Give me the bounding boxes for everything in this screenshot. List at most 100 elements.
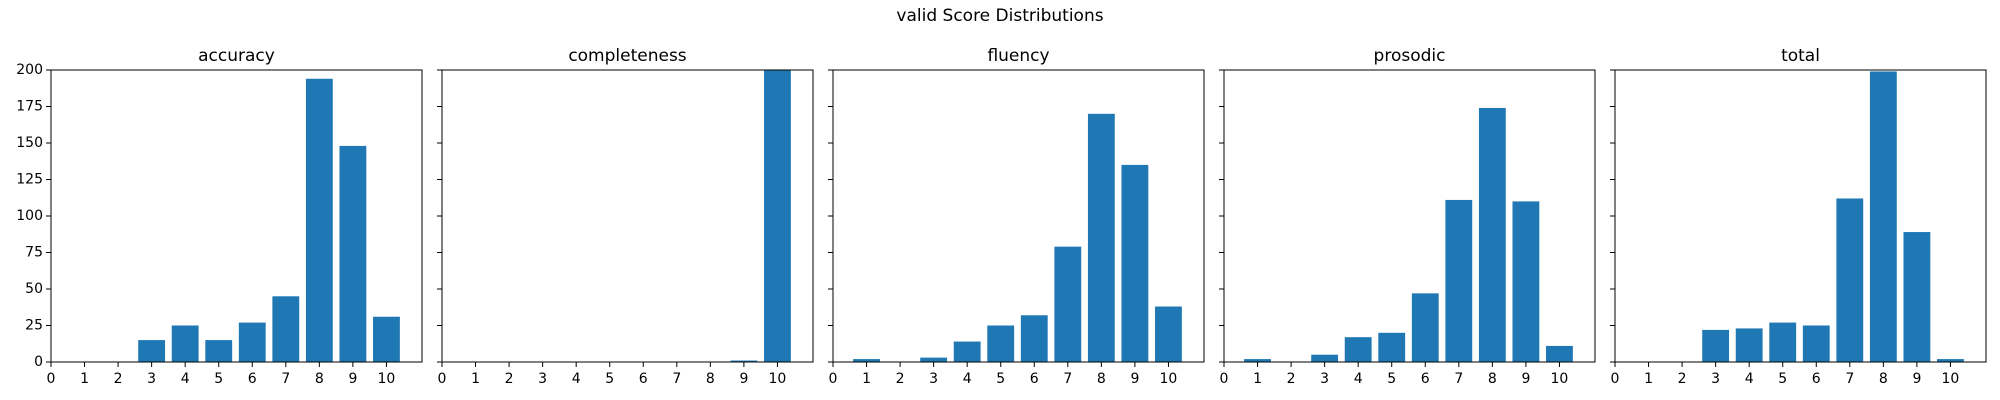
x-tick-label: 3 — [538, 371, 547, 387]
x-tick-label: 0 — [829, 371, 838, 387]
x-tick-label: 3 — [1320, 371, 1329, 387]
x-tick-label: 0 — [438, 371, 447, 387]
x-tick-label: 6 — [248, 371, 257, 387]
x-tick-label: 3 — [147, 371, 156, 387]
axes-frame — [1223, 69, 1596, 363]
x-tick-label: 5 — [996, 371, 1005, 387]
y-tick-label: 200 — [16, 62, 43, 78]
bar — [730, 360, 758, 362]
bar — [1546, 345, 1573, 362]
x-tick-label: 6 — [1030, 371, 1039, 387]
bar — [205, 340, 233, 362]
x-tick-label: 7 — [1454, 371, 1463, 387]
x-tick-label: 8 — [1488, 371, 1497, 387]
x-tick-label: 9 — [1130, 371, 1139, 387]
bar — [1020, 315, 1048, 362]
bar — [1054, 246, 1082, 362]
x-tick-label: 10 — [769, 371, 787, 387]
x-tick-label: 1 — [1253, 371, 1262, 387]
y-tick-label: 25 — [25, 318, 43, 334]
x-tick-label: 6 — [1812, 371, 1821, 387]
x-tick-label: 5 — [605, 371, 614, 387]
bar — [1802, 325, 1830, 362]
bar — [1445, 199, 1473, 362]
x-tick-label: 0 — [47, 371, 56, 387]
x-tick-label: 7 — [672, 371, 681, 387]
x-tick-label: 4 — [181, 371, 190, 387]
x-tick-label: 9 — [1521, 371, 1530, 387]
bar — [920, 357, 948, 362]
x-tick-label: 6 — [1421, 371, 1430, 387]
y-tick-label: 125 — [16, 172, 43, 188]
bar — [764, 70, 791, 362]
bar — [1087, 113, 1115, 362]
bar — [1121, 164, 1149, 362]
y-tick-label: 0 — [34, 354, 43, 370]
bar — [1478, 107, 1506, 363]
x-tick-label: 2 — [1678, 371, 1687, 387]
x-tick-label: 10 — [1942, 371, 1960, 387]
x-tick-label: 4 — [963, 371, 972, 387]
bar — [953, 341, 981, 362]
axes-title: completeness — [568, 46, 686, 66]
x-tick-label: 7 — [281, 371, 290, 387]
bar — [1344, 337, 1372, 362]
x-tick-label: 1 — [471, 371, 480, 387]
figure-title: valid Score Distributions — [896, 6, 1103, 26]
bar — [1903, 232, 1931, 362]
x-tick-label: 10 — [1160, 371, 1178, 387]
x-tick-label: 5 — [1387, 371, 1396, 387]
x-tick-label: 3 — [1711, 371, 1720, 387]
axes-frame — [1614, 69, 1987, 363]
bar — [138, 340, 166, 362]
bar — [305, 78, 333, 362]
y-tick-label: 75 — [25, 245, 43, 261]
x-tick-label: 7 — [1845, 371, 1854, 387]
bar — [853, 359, 880, 362]
x-tick-label: 3 — [929, 371, 938, 387]
x-tick-label: 8 — [1097, 371, 1106, 387]
bar — [171, 325, 199, 362]
bar — [1702, 329, 1730, 362]
x-tick-label: 4 — [1745, 371, 1754, 387]
bar — [1869, 71, 1897, 363]
x-tick-label: 4 — [1354, 371, 1363, 387]
bar — [1769, 322, 1797, 362]
x-tick-label: 9 — [348, 371, 357, 387]
bar — [272, 296, 300, 362]
axes-frame — [441, 69, 814, 363]
bar — [339, 145, 367, 362]
x-tick-label: 10 — [1551, 371, 1569, 387]
axes-title: fluency — [987, 46, 1049, 66]
x-tick-label: 1 — [1644, 371, 1653, 387]
x-tick-label: 1 — [862, 371, 871, 387]
axes-title: total — [1781, 46, 1820, 66]
x-tick-label: 2 — [1287, 371, 1296, 387]
axes-title: accuracy — [198, 46, 275, 66]
x-tick-label: 5 — [214, 371, 223, 387]
x-tick-label: 4 — [572, 371, 581, 387]
x-tick-label: 0 — [1220, 371, 1229, 387]
bar — [1937, 359, 1964, 362]
bar — [987, 325, 1015, 362]
x-tick-label: 9 — [1912, 371, 1921, 387]
x-tick-label: 10 — [378, 371, 396, 387]
x-tick-label: 8 — [1879, 371, 1888, 387]
x-tick-label: 5 — [1778, 371, 1787, 387]
bar — [1512, 201, 1540, 362]
x-tick-label: 8 — [706, 371, 715, 387]
bar — [238, 322, 266, 362]
x-tick-label: 2 — [505, 371, 514, 387]
x-tick-label: 0 — [1611, 371, 1620, 387]
x-tick-label: 7 — [1063, 371, 1072, 387]
bar — [1411, 293, 1439, 362]
bar — [1244, 359, 1271, 362]
bar — [1378, 332, 1406, 362]
bar — [1836, 198, 1864, 362]
bar — [373, 316, 400, 362]
y-tick-label: 100 — [16, 208, 43, 224]
y-tick-label: 50 — [25, 281, 43, 297]
axes-frame — [832, 69, 1205, 363]
y-tick-label: 175 — [16, 99, 43, 115]
